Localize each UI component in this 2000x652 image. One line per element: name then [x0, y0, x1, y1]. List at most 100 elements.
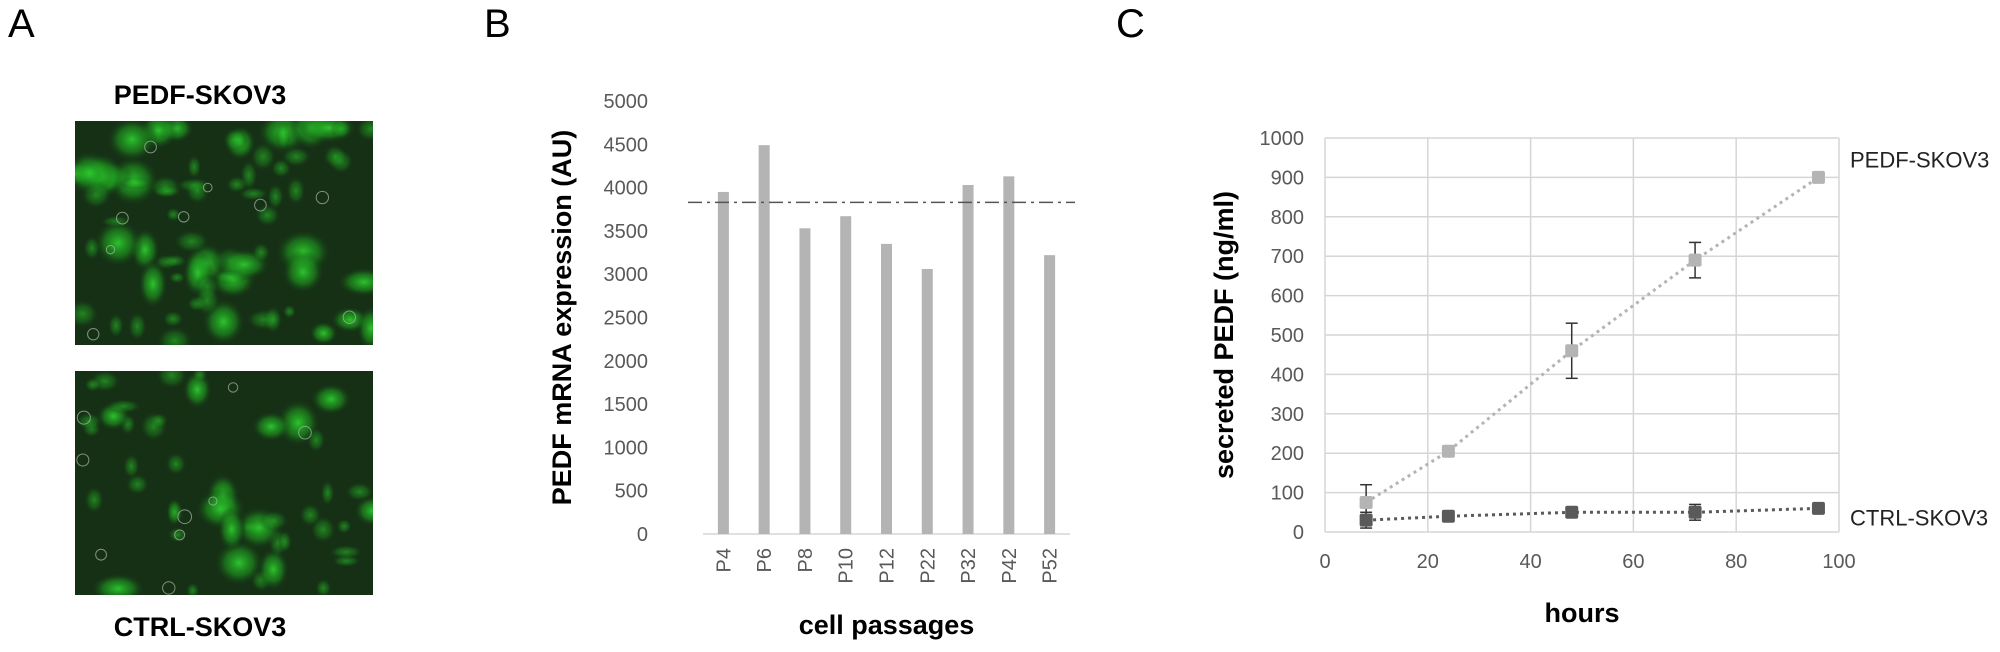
cell — [119, 176, 152, 190]
cell — [225, 175, 249, 194]
cell-outline — [115, 211, 129, 225]
y-axis-title: secreted PEDF (ng/ml) — [1209, 191, 1239, 479]
cell — [168, 271, 186, 284]
cell — [285, 175, 306, 206]
data-point — [1565, 505, 1579, 519]
x-tick-label: 20 — [1417, 551, 1439, 573]
cell — [328, 544, 364, 560]
cell — [237, 186, 270, 202]
cell — [275, 121, 291, 151]
cell — [182, 371, 213, 410]
data-point — [1688, 253, 1702, 267]
series-line-ctrl-skov3 — [1366, 506, 1819, 522]
y-tick-label: 100 — [1271, 483, 1304, 505]
cell — [162, 253, 188, 268]
cell — [80, 180, 113, 210]
y-tick-label: 700 — [1271, 246, 1304, 268]
bar-p10 — [840, 216, 852, 535]
cell — [254, 203, 281, 227]
y-tick-label: 0 — [637, 524, 648, 546]
cell-outline — [202, 182, 213, 193]
cell — [335, 518, 353, 535]
x-tick-label: P6 — [754, 548, 776, 572]
cell — [249, 141, 277, 172]
cell — [122, 453, 141, 480]
cell — [320, 479, 335, 507]
pedf-skov3-fluorescence-image — [75, 121, 373, 345]
bar-p12 — [881, 243, 892, 534]
cell — [106, 121, 158, 163]
ctrl-skov3-fluorescence-image — [75, 371, 373, 595]
y-tick-label: 2500 — [604, 308, 649, 330]
cell-outline — [208, 496, 218, 506]
y-tick-label: 900 — [1271, 167, 1304, 189]
y-tick-label: 0 — [1293, 522, 1304, 544]
data-point — [1688, 505, 1702, 519]
x-tick-label: P10 — [836, 548, 858, 584]
x-tick-label: 100 — [1822, 551, 1855, 573]
cell — [217, 506, 247, 553]
cell — [263, 304, 283, 335]
cell — [137, 258, 169, 310]
cell — [298, 502, 322, 528]
cell — [212, 269, 248, 285]
data-point — [1441, 444, 1455, 458]
y-tick-label: 3000 — [604, 264, 649, 286]
cell-outline — [87, 328, 100, 341]
y-tick-label: 200 — [1271, 443, 1304, 465]
y-tick-label: 1000 — [1260, 128, 1305, 150]
cell-outline — [227, 382, 239, 393]
cell — [266, 182, 285, 211]
cell — [127, 311, 148, 342]
cell-outline — [105, 244, 116, 255]
y-tick-label: 4000 — [604, 178, 649, 200]
cell — [280, 145, 312, 168]
cell — [353, 495, 373, 527]
cell — [356, 305, 373, 345]
cell — [191, 371, 208, 382]
y-axis-title: PEDF mRNA expression (AU) — [547, 130, 577, 506]
panel-a-letter: A — [8, 2, 35, 46]
panel-b-letter: B — [484, 2, 511, 46]
cell — [75, 298, 100, 329]
bar-p42 — [1003, 176, 1015, 535]
cell-outline — [177, 211, 190, 223]
cell — [213, 539, 265, 587]
cell — [193, 285, 221, 317]
cell — [186, 154, 202, 180]
cell — [83, 377, 102, 393]
cell — [107, 312, 125, 339]
cell — [259, 509, 289, 532]
x-tick-label: P8 — [795, 548, 817, 572]
cell-outline — [177, 509, 193, 525]
cell — [308, 321, 339, 345]
y-tick-label: 2000 — [604, 351, 649, 373]
cell-outline — [298, 425, 312, 440]
cell-outline — [254, 198, 267, 212]
x-axis-title: cell passages — [799, 610, 975, 640]
cell — [310, 382, 352, 416]
bar-p8 — [799, 228, 811, 534]
bar-p6 — [758, 145, 770, 534]
cell — [354, 121, 373, 143]
cell — [173, 229, 211, 254]
cell — [222, 127, 248, 152]
cell — [251, 242, 271, 263]
cell — [344, 481, 373, 502]
pedf-skov3-image-label: PEDF-SKOV3 — [113, 80, 287, 110]
line-chart-panel-c: 0 100 200 300 400 500 600 700 800 900 1000 0 20 40 60 8… — [1209, 128, 1989, 628]
ctrl-skov3-image-label: CTRL-SKOV3 — [113, 612, 287, 642]
cell-outline — [144, 140, 157, 154]
data-point — [1811, 170, 1825, 184]
pedf-skov3-micrograph — [75, 121, 373, 345]
data-point — [1811, 501, 1825, 515]
series-label-ctrl-skov3: CTRL-SKOV3 — [1850, 505, 1988, 530]
x-tick-label: 80 — [1725, 551, 1747, 573]
cell — [152, 184, 182, 198]
bar-p4 — [717, 191, 729, 534]
cell — [282, 304, 297, 319]
cell — [251, 411, 292, 443]
y-tick-label: 800 — [1271, 207, 1304, 229]
ctrl-skov3-micrograph — [75, 371, 373, 595]
